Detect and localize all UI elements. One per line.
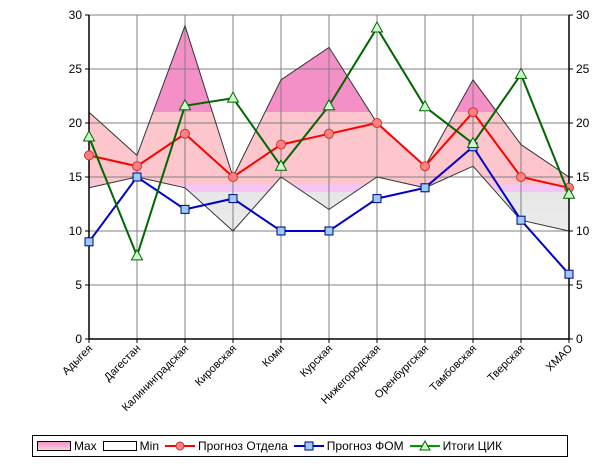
category-label: Дагестан (102, 343, 143, 384)
right-tick-label: 10 (576, 224, 590, 238)
left-tick-label: 25 (69, 62, 83, 76)
data-point-triangle (82, 130, 96, 142)
legend-swatch-min (102, 441, 137, 451)
category-label: Тверская (486, 343, 528, 385)
data-point-square (228, 194, 238, 204)
data-point-triangle (130, 248, 144, 261)
right-tick-label: 30 (576, 8, 590, 22)
legend-item-max: Max (37, 439, 97, 453)
series-3 (84, 142, 574, 279)
max-outline (88, 24, 570, 179)
left-tick-label: 30 (69, 8, 83, 22)
legend-label-max: Max (74, 439, 97, 453)
data-point-square (516, 215, 526, 225)
data-point-circle (180, 128, 190, 139)
data-point-square (84, 237, 94, 247)
legend: Max Min Прогноз Отдела Прогноз ФОМ Итоги… (32, 435, 568, 457)
data-point-circle (420, 161, 430, 172)
min-outline (88, 165, 570, 232)
right-tick-label: 0 (576, 332, 583, 346)
category-label: ХМАО (544, 342, 576, 374)
category-label: Кировская (193, 343, 239, 389)
data-point-circle (516, 172, 526, 182)
legend-label-prognoz-fom: Прогноз ФОМ (326, 439, 404, 453)
legend-item-itogi-cik: Итоги ЦИК (409, 439, 503, 453)
legend-swatch-prognoz-fom (293, 441, 324, 451)
category-label: Коми (260, 343, 287, 370)
data-point-triangle (178, 98, 192, 111)
data-point-square (132, 172, 142, 182)
data-point-triangle (562, 187, 576, 199)
data-point-triangle (274, 159, 288, 171)
category-label: Адыгея (60, 343, 95, 378)
series-4 (82, 20, 576, 261)
right-tick-label: 15 (576, 170, 590, 184)
data-point-circle (228, 172, 238, 182)
data-point-square (564, 269, 574, 279)
data-point-triangle (370, 20, 384, 33)
data-point-triangle (226, 91, 240, 103)
right-tick-label: 5 (576, 278, 583, 292)
right-tick-label: 25 (576, 62, 590, 76)
left-tick-label: 10 (69, 224, 83, 238)
legend-item-prognoz-otdela: Прогноз Отдела (165, 439, 288, 453)
left-tick-label: 20 (69, 116, 83, 130)
data-point-circle (276, 139, 286, 150)
data-point-triangle (466, 136, 480, 149)
left-tick-label: 5 (75, 278, 82, 292)
data-point-square (324, 226, 334, 236)
left-tick-label: 0 (75, 332, 82, 346)
data-point-square (372, 194, 382, 204)
data-point-circle (468, 107, 478, 118)
category-label: Курская (298, 343, 335, 380)
data-point-triangle (322, 98, 336, 111)
data-point-triangle (418, 99, 432, 112)
legend-label-min: Min (139, 439, 160, 453)
left-tick-label: 15 (69, 170, 83, 184)
data-point-square (180, 204, 190, 214)
legend-label-itogi-cik: Итоги ЦИК (442, 439, 503, 453)
legend-swatch-prognoz-otdela (165, 441, 196, 451)
data-point-square (420, 183, 430, 193)
legend-item-prognoz-fom: Прогноз ФОМ (293, 439, 404, 453)
legend-item-min: Min (102, 439, 160, 453)
data-point-circle (84, 150, 94, 161)
data-point-square (276, 226, 286, 236)
data-point-circle (324, 128, 334, 139)
legend-swatch-itogi-cik (409, 440, 440, 451)
data-point-circle (372, 118, 382, 128)
legend-label-prognoz-otdela: Прогноз Отдела (198, 439, 288, 453)
data-point-circle (132, 161, 142, 172)
legend-swatch-max (37, 441, 71, 451)
data-point-triangle (514, 67, 528, 79)
right-tick-label: 20 (576, 116, 590, 130)
category-label: Тамбовская (428, 343, 479, 394)
